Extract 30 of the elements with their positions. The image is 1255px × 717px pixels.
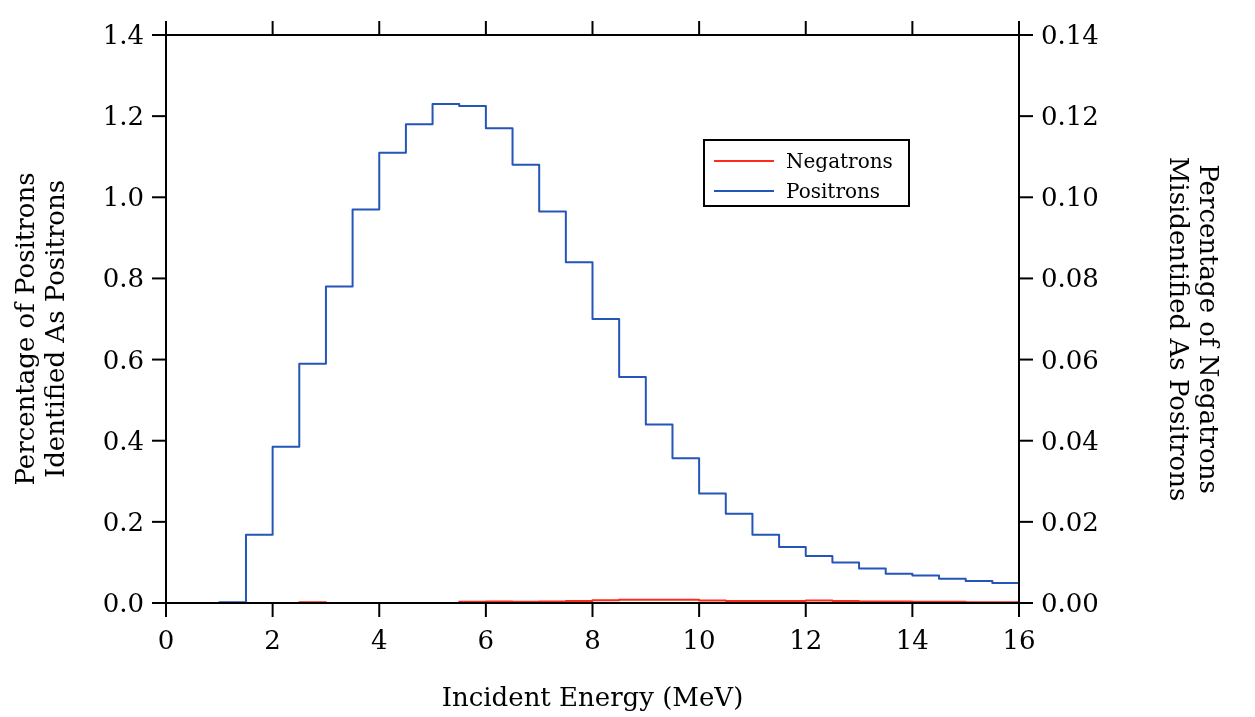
y2-tick-label: 0.06 [1041,344,1099,375]
x-tick-label: 4 [370,625,388,655]
y2-tick-label: 0.08 [1041,263,1099,294]
x-tick-label: 6 [477,625,495,655]
y-axis-title: Percentage of Positrons Identified As Positrons [10,172,70,486]
x-axis-title: Incident Energy (MeV) [441,682,744,712]
y2-tick-label: 0.12 [1041,101,1099,132]
y2-axis-title: Percentage of Negatrons Misidentified As Positrons [1164,156,1224,502]
y-tick-label: 0.4 [102,425,144,456]
y2-tick-label: 0.02 [1041,506,1099,537]
y-tick-label: 0.0 [102,588,144,618]
x-tick-label: 2 [264,625,281,655]
legend-label: Positrons [786,179,881,203]
y-tick-label: 0.8 [102,263,144,294]
legend-label: Negatrons [786,149,893,173]
y-tick-label: 0.2 [102,506,144,537]
x-tick-label: 0 [157,625,175,655]
y-tick-label: 0.6 [102,344,144,375]
x-tick-label: 10 [682,625,716,655]
y-tick-label: 1.4 [102,20,144,50]
y2-tick-label: 0.10 [1041,182,1099,213]
y2-tick-label: 0.14 [1041,20,1099,50]
y2-tick-label: 0.04 [1041,425,1099,456]
y-tick-label: 1.0 [102,182,144,213]
x-tick-label: 8 [584,625,601,655]
y-tick-label: 1.2 [102,101,144,132]
x-tick-label: 12 [789,625,823,655]
x-tick-label: 16 [1002,625,1036,655]
x-tick-label: 14 [895,625,929,655]
y2-tick-label: 0.00 [1041,588,1099,618]
